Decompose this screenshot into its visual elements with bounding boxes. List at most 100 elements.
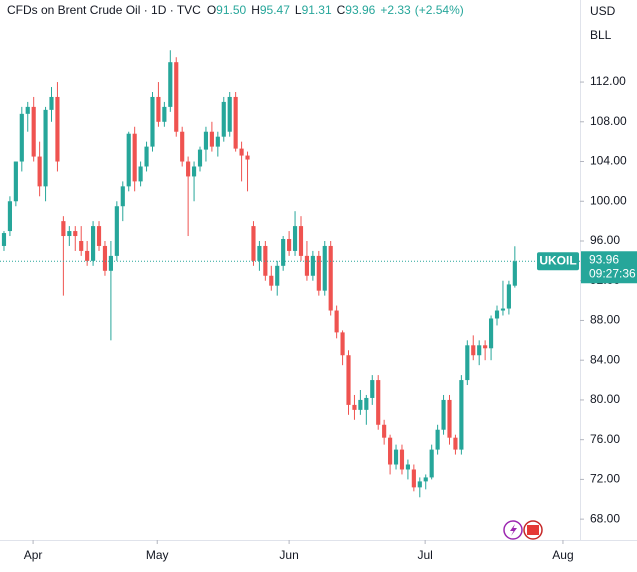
candle-body	[340, 332, 345, 356]
candle-body	[488, 318, 494, 349]
candle-body	[233, 96, 238, 149]
candle-body	[364, 397, 369, 410]
candle-body	[13, 161, 18, 202]
candle-body	[411, 469, 416, 488]
candle-body	[447, 399, 452, 438]
candle-body	[441, 399, 446, 430]
candle-body	[174, 62, 179, 132]
candle-body	[37, 156, 42, 187]
candle-body	[150, 96, 155, 147]
ohlc-value: 91.31	[302, 3, 332, 17]
flash-glyph	[510, 524, 517, 536]
candle-body	[310, 255, 315, 276]
ohlc-key: L	[295, 3, 302, 17]
candle-body	[399, 449, 405, 470]
currency: USD	[590, 4, 616, 18]
candle-body	[197, 149, 203, 167]
candle-body	[275, 265, 280, 286]
candle-body	[471, 345, 476, 356]
candle-body	[376, 380, 381, 425]
y-tick-label: 72.00	[590, 472, 620, 486]
ohlc-value: 93.96	[345, 3, 375, 17]
candle-body	[453, 437, 458, 450]
candle-body	[358, 399, 363, 410]
candle-body	[405, 464, 410, 470]
candle-body	[322, 245, 327, 291]
flag-glyph	[527, 525, 539, 535]
candle-body	[382, 424, 387, 438]
candle-body	[227, 96, 232, 132]
candle-body	[209, 131, 214, 147]
candle-body	[483, 345, 488, 349]
candle-body	[334, 310, 339, 333]
candle-body	[257, 245, 262, 261]
x-tick-label: Jun	[279, 548, 298, 562]
candle-body	[126, 133, 131, 187]
ohlc-value: 91.50	[216, 3, 246, 17]
candle-body	[91, 226, 96, 261]
candle-body	[304, 255, 310, 276]
y-tick-label: 108.00	[590, 114, 627, 128]
candle-body	[500, 308, 506, 311]
candle-body	[459, 380, 464, 450]
candle-body	[49, 96, 54, 110]
candle-body	[465, 345, 470, 381]
candle-body	[417, 481, 422, 488]
candle-body	[393, 449, 399, 465]
ohlc-key: C	[337, 3, 346, 17]
change: +2.33	[380, 3, 411, 17]
ohlc-key: O	[207, 3, 216, 17]
y-tick-label: 96.00	[590, 233, 620, 247]
candle-body	[144, 146, 149, 167]
y-tick-label: 80.00	[590, 392, 620, 406]
y-tick-label: 88.00	[590, 313, 620, 327]
candle-body	[55, 96, 60, 162]
candle-body	[494, 310, 500, 319]
candle-body	[31, 106, 36, 157]
candle-body	[388, 437, 393, 465]
candle-body	[156, 96, 161, 122]
header-line: CFDs on Brent Crude Oil · 1D · TVC O91.50…	[7, 3, 464, 17]
header: CFDs on Brent Crude Oil · 1D · TVC O91.50…	[7, 3, 464, 17]
candle-body	[108, 255, 113, 271]
price-tag	[581, 251, 637, 284]
candle-body	[423, 477, 428, 482]
x-tick-label: May	[146, 548, 169, 562]
x-tick-label: Apr	[24, 548, 43, 562]
candle-body	[25, 106, 30, 114]
candle-body	[281, 239, 286, 266]
candle-body	[168, 62, 173, 107]
candle-body	[19, 113, 24, 162]
y-tick-label: 112.00	[590, 74, 626, 88]
y-tick-label: 100.00	[590, 193, 627, 207]
x-tick-label: Jul	[417, 548, 432, 562]
candle-body	[61, 221, 66, 237]
candle-body	[67, 231, 72, 237]
unit: BLL	[590, 28, 612, 42]
candle-body	[1, 233, 7, 246]
candle-body	[352, 404, 357, 410]
candle-body	[191, 166, 197, 177]
candle-body	[132, 133, 137, 182]
candle-body	[435, 429, 440, 450]
candle-body	[477, 345, 482, 356]
candle-body	[263, 245, 268, 276]
candle-body	[138, 166, 143, 182]
candle-body	[346, 355, 351, 405]
x-tick-label: Aug	[552, 548, 573, 562]
candle-body	[316, 255, 321, 291]
candle-body	[251, 226, 256, 261]
candle-body	[162, 106, 167, 122]
candle-body	[269, 275, 274, 286]
candle-body	[239, 148, 244, 156]
ohlc-key: H	[251, 3, 260, 17]
candle-body	[221, 101, 226, 137]
candle-body	[215, 136, 220, 147]
candle-body	[120, 186, 125, 207]
symbol-tag	[537, 252, 579, 271]
candle-body	[429, 449, 434, 478]
countdown-label: 09:27:36	[589, 266, 636, 280]
candle-body	[512, 261, 517, 286]
